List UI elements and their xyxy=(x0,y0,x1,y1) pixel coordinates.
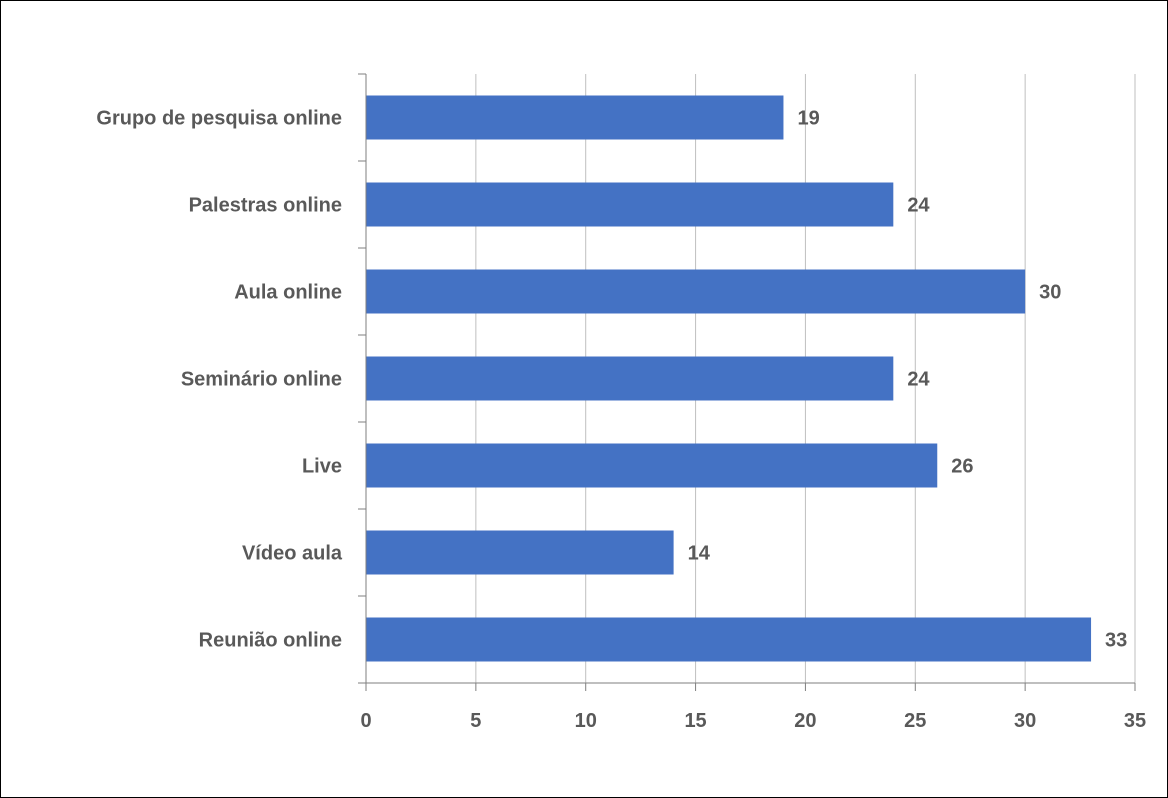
bars xyxy=(366,95,1092,662)
data-label-1: 24 xyxy=(907,195,930,217)
data-label-2: 30 xyxy=(1039,282,1061,304)
category-label-0: Grupo de pesquisa online xyxy=(96,108,342,130)
category-label-5: Vídeo aula xyxy=(242,543,343,565)
data-label-5: 14 xyxy=(688,543,711,565)
x-tick-label-0: 0 xyxy=(360,710,371,732)
bar-1 xyxy=(366,182,894,227)
x-tick-label-3: 15 xyxy=(684,710,706,732)
bar-5 xyxy=(366,530,674,575)
category-label-4: Live xyxy=(302,456,342,478)
data-label-3: 24 xyxy=(907,369,930,391)
category-label-3: Seminário online xyxy=(181,369,342,391)
category-label-1: Palestras online xyxy=(189,195,342,217)
bar-4 xyxy=(366,443,938,488)
x-tick-label-6: 30 xyxy=(1014,710,1036,732)
data-label-4: 26 xyxy=(951,456,973,478)
x-tick-label-1: 5 xyxy=(470,710,481,732)
axes xyxy=(358,73,1136,691)
bar-3 xyxy=(366,356,894,401)
labels: Grupo de pesquisa online 19 Palestras onli… xyxy=(96,108,1146,733)
x-tick-label-4: 20 xyxy=(794,710,816,732)
category-label-6: Reunião online xyxy=(199,630,342,652)
category-label-2: Aula online xyxy=(234,282,342,304)
bar-2 xyxy=(366,269,1026,314)
data-label-0: 19 xyxy=(797,108,819,130)
x-tick-label-5: 25 xyxy=(904,710,926,732)
x-tick-label-2: 10 xyxy=(575,710,597,732)
data-label-6: 33 xyxy=(1105,630,1127,652)
x-tick-label-7: 35 xyxy=(1124,710,1146,732)
bar-0 xyxy=(366,95,784,140)
bar-6 xyxy=(366,617,1092,662)
